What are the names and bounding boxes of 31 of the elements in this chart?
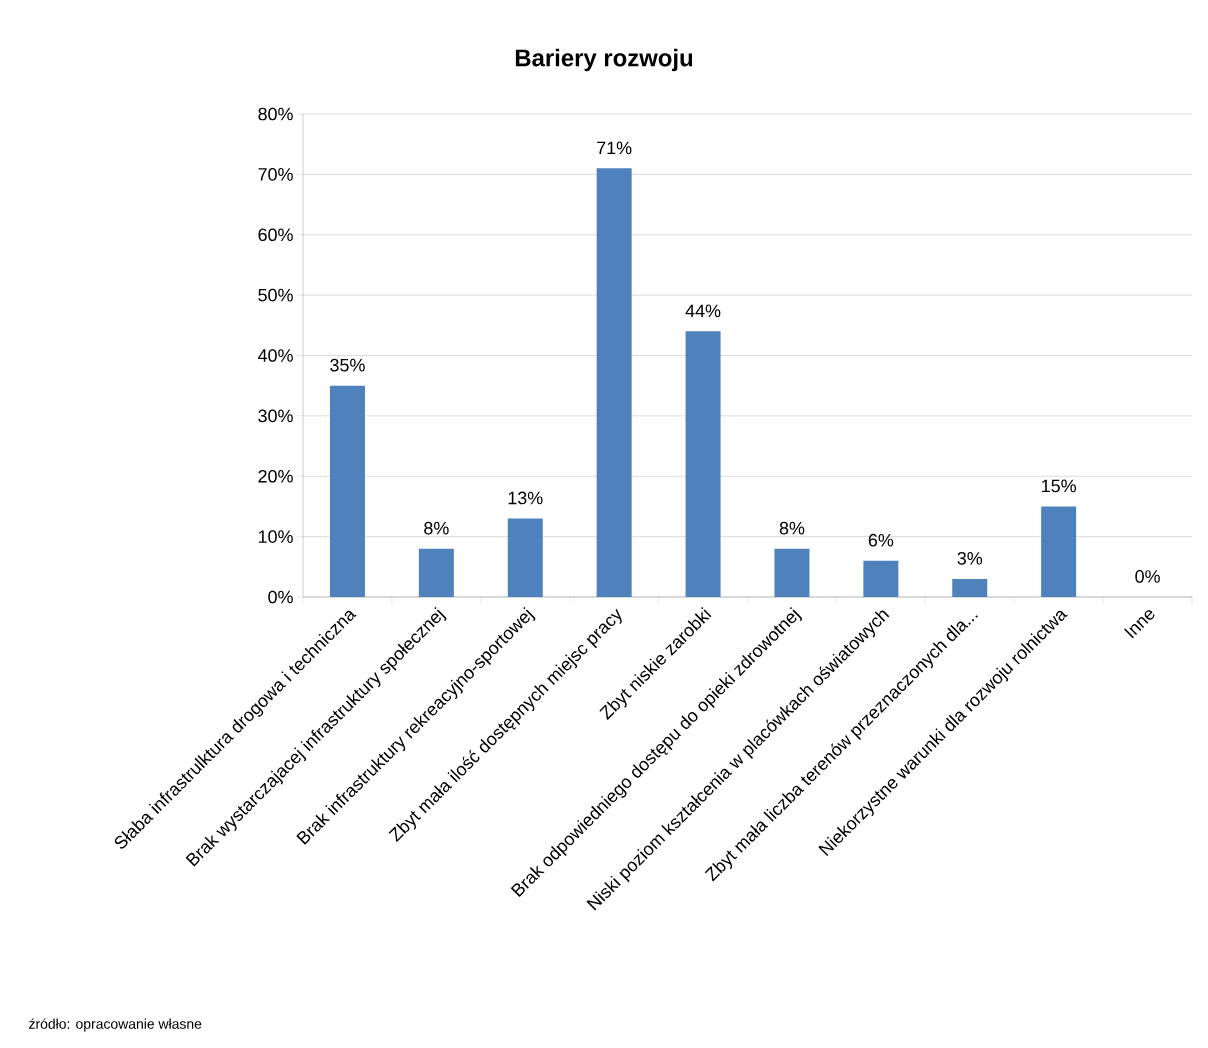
chart-title: Bariery rozwoju — [515, 48, 693, 72]
data-label: 15% — [1042, 479, 1076, 493]
bar — [418, 548, 454, 597]
data-label: 3% — [957, 551, 983, 565]
bar — [596, 168, 632, 597]
bar — [329, 385, 365, 597]
data-label: 44% — [685, 304, 721, 318]
y-tick-label: 80% — [258, 107, 293, 121]
bar — [774, 548, 810, 597]
data-label: 8% — [424, 521, 449, 535]
x-tick-label: Inne — [1124, 610, 1155, 639]
data-label: 35% — [330, 358, 365, 372]
y-tick-label: 70% — [258, 168, 293, 181]
y-tick-label: 20% — [258, 469, 293, 483]
bar — [685, 331, 721, 597]
y-tick-label: 0% — [268, 590, 293, 604]
y-tick-label: 50% — [258, 288, 293, 302]
bar — [952, 578, 988, 597]
data-label: 71% — [597, 141, 632, 155]
data-label: 0% — [1135, 570, 1160, 583]
text: źródło: opracowanie własne — [29, 1018, 202, 1032]
data-label: 8% — [779, 521, 805, 535]
bar — [1041, 506, 1077, 597]
data-label: 6% — [868, 533, 894, 547]
y-tick-label: 30% — [258, 409, 293, 423]
y-tick-label: 10% — [258, 530, 293, 543]
y-tick-label: 40% — [258, 349, 293, 362]
bar — [863, 560, 899, 597]
bar — [507, 518, 543, 597]
y-tick-label: 60% — [258, 228, 293, 242]
data-label: 13% — [508, 491, 543, 505]
